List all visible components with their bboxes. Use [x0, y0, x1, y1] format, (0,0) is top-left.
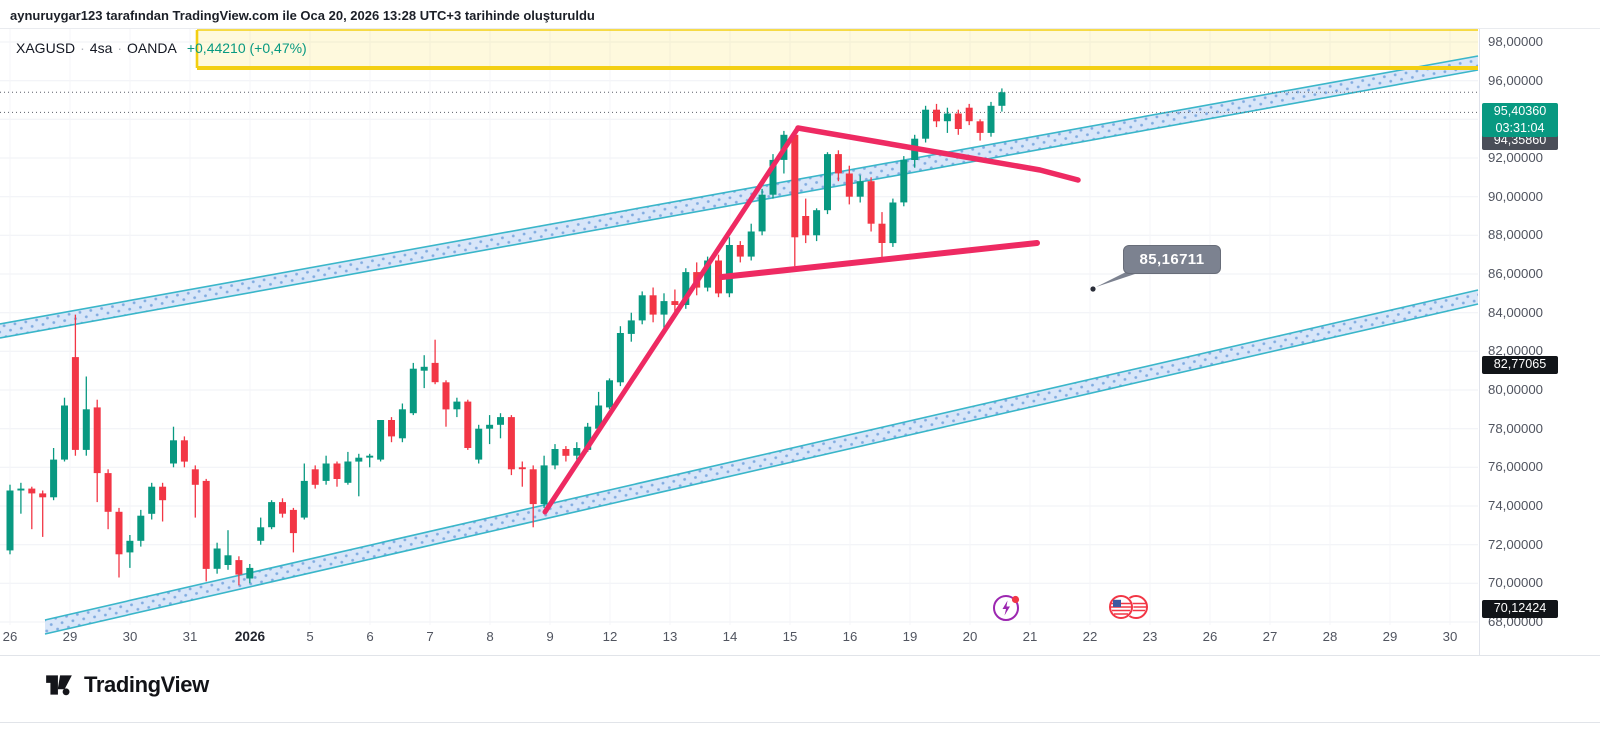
time-tick-label: 7: [426, 629, 434, 644]
price-tick-label: 88,00000: [1488, 227, 1544, 243]
last-price-value: 95,40360: [1493, 104, 1547, 118]
price-tick-label: 72,00000: [1488, 536, 1544, 552]
time-tick-label: 28: [1322, 629, 1338, 644]
time-tick-label: 26: [1202, 629, 1218, 644]
bar-countdown: 03:31:04: [1495, 121, 1545, 135]
flash-event-icon[interactable]: [992, 592, 1024, 627]
legend-symbol[interactable]: XAGUSD: [16, 40, 76, 56]
level-badge: 70,12424: [1482, 599, 1558, 618]
time-tick-label: 16: [842, 629, 858, 644]
time-axis[interactable]: 26 29 30 31 2026 5 6 7 8 9 12 13 14 15 16 19 20 21 22 23 26 2…: [0, 625, 1478, 655]
price-tick-label: 82,00000: [1488, 343, 1544, 359]
time-tick-label: 27: [1262, 629, 1278, 644]
time-tick-label: 19: [902, 629, 918, 644]
time-tick-label: 5: [306, 629, 314, 644]
time-tick-label: 20: [962, 629, 978, 644]
legend-separator: ·: [80, 40, 85, 56]
bottom-divider: [0, 722, 1600, 723]
us-economic-event-icon[interactable]: [1106, 593, 1152, 626]
price-tick-label: 96,00000: [1488, 72, 1544, 88]
attribution-text: aynuruygar123 tarafından TradingView.com…: [10, 8, 595, 23]
price-tick-label: 92,00000: [1488, 150, 1544, 165]
legend-interval[interactable]: 4sa: [89, 40, 113, 56]
price-tick-label: 78,00000: [1488, 420, 1544, 436]
level-badge: 82,77065: [1482, 355, 1558, 374]
chart-top-border: [0, 28, 1600, 29]
time-tick-label: 6: [366, 629, 374, 644]
footer-divider: [0, 655, 1600, 656]
price-tick-label: 90,00000: [1488, 188, 1544, 204]
time-tick-label: 12: [602, 629, 618, 644]
time-tick-label: 22: [1082, 629, 1098, 644]
time-tick-label: 15: [782, 629, 798, 644]
price-tick-label: 98,00000: [1488, 34, 1544, 49]
legend-change: +0,44210 (+0,47%): [186, 40, 307, 56]
time-tick-label: 14: [722, 629, 738, 644]
price-tick-label: 80,00000: [1488, 382, 1544, 397]
time-tick-label: 31: [182, 629, 198, 644]
price-tick-label: 86,00000: [1488, 266, 1544, 281]
time-tick-label: 13: [662, 629, 678, 644]
time-tick-label: 2026: [234, 629, 266, 644]
tradingview-logo-text: TradingView: [84, 672, 209, 697]
time-tick-label: 30: [1442, 629, 1458, 644]
price-tick-label: 84,00000: [1488, 304, 1544, 320]
time-tick-label: 30: [122, 629, 138, 644]
tradingview-logo: TradingView: [44, 670, 209, 700]
time-tick-label: 26: [2, 629, 18, 644]
last-price-badge: 95,40360 03:31:04: [1482, 103, 1558, 137]
legend-separator: ·: [117, 40, 123, 56]
price-label-tooltip[interactable]: 85,16711: [1123, 245, 1221, 274]
price-tick-label: 70,00000: [1488, 575, 1544, 591]
time-tick-label: 8: [486, 629, 494, 644]
symbol-legend[interactable]: XAGUSD · 4sa · OANDA +0,44210 (+0,47%): [16, 40, 307, 56]
price-tick-label: 74,00000: [1488, 498, 1544, 513]
tradingview-logo-icon: [46, 675, 72, 696]
time-tick-label: 23: [1142, 629, 1158, 644]
price-axis[interactable]: 95,40360 03:31:04 94,35860 82,77065 70,1…: [1479, 28, 1600, 655]
time-tick-label: 9: [546, 629, 554, 644]
time-tick-label: 29: [1382, 629, 1398, 644]
time-tick-label: 21: [1022, 629, 1038, 644]
flag-front-circle: [1108, 594, 1134, 620]
price-tick-label: 76,00000: [1488, 459, 1544, 475]
legend-exchange[interactable]: OANDA: [127, 40, 177, 56]
time-tick-label: 29: [62, 629, 78, 644]
